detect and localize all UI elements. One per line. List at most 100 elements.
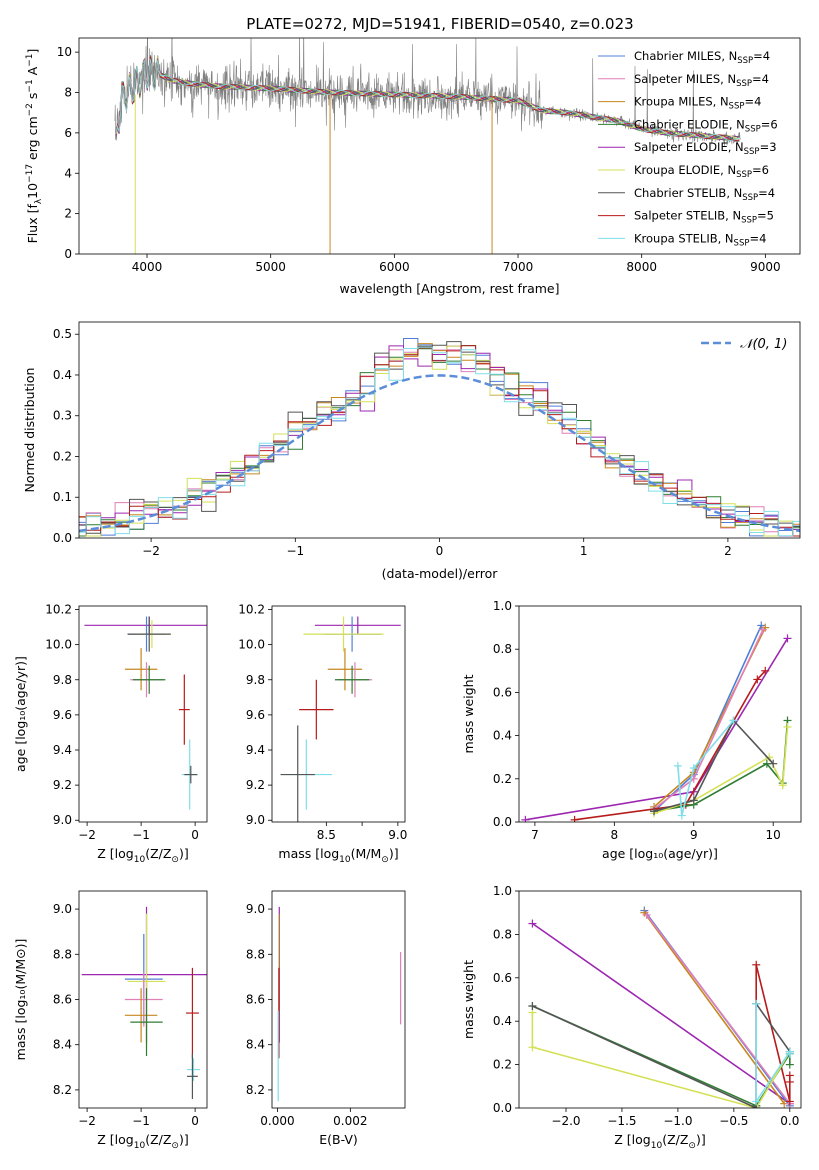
legend-label: Chabrier ELODIE, NSSP=6 — [634, 117, 778, 134]
errorbars — [84, 616, 207, 810]
weight-marker — [753, 675, 762, 684]
y-tick-label: 0.8 — [493, 642, 512, 656]
x-axis-label: mass [log10(M/M⊙)] — [278, 846, 398, 865]
x-axis-label: Z [log10(Z/Z⊙)] — [614, 1132, 705, 1151]
y-axis-label: Flux [fλ10−17 erg cm−2 s−1 A−1] — [25, 49, 44, 244]
y-tick-label: 9.0 — [53, 902, 72, 916]
weight-marker — [785, 1060, 794, 1069]
errorbars — [81, 906, 207, 1099]
legend-label: Kroupa STELIB, NSSP=4 — [634, 231, 766, 248]
weight-series-8 — [755, 1003, 791, 1105]
y-tick-label: 10.2 — [238, 603, 265, 617]
weight-marker — [729, 716, 738, 725]
errorbar-point — [127, 616, 171, 652]
weight-series-7 — [653, 719, 774, 812]
x-tick-label: 0.000 — [260, 1114, 294, 1128]
x-tick-label: 0 — [436, 544, 444, 558]
errorbar-point — [327, 648, 363, 691]
y-axis-label: age [log₁₀(age/yr)] — [13, 656, 28, 772]
y-tick-label: 10.0 — [45, 638, 72, 652]
weight-series-2 — [643, 912, 785, 1105]
errorbar-point — [303, 616, 384, 652]
y-tick-label: 1.0 — [493, 884, 512, 898]
y-tick-label: 0.4 — [53, 368, 72, 382]
axes-residuals: −2 −1 0 1 2 0.0 0.1 0.2 0.3 0.4 0.5 (data-model)/er… — [22, 321, 801, 581]
y-tick-label: 0.0 — [53, 531, 72, 545]
y-axis-label: Normed distribution — [22, 368, 37, 493]
x-tick-label: 1 — [580, 544, 588, 558]
y-tick-label: 4 — [64, 166, 72, 180]
x-tick-label: 9.0 — [388, 828, 407, 842]
weight-series-0 — [525, 637, 789, 821]
spectrum-model-8 — [115, 58, 740, 141]
weight-marker — [521, 815, 530, 822]
legend-label: Chabrier STELIB, NSSP=4 — [634, 186, 775, 203]
axes-frame — [271, 605, 406, 823]
weight-marker — [650, 807, 659, 816]
x-axis-label: wavelength [Angstrom, rest frame] — [339, 281, 559, 296]
x-tick-label: −2 — [78, 1114, 96, 1128]
y-axis-label: mass [log₁₀(M/M⊙)] — [13, 939, 28, 1061]
y-tick-label: 0.0 — [493, 815, 512, 829]
axes-frame — [78, 321, 801, 539]
y-tick-label: 8.8 — [53, 947, 72, 961]
x-tick-label: −0.5 — [719, 1114, 748, 1128]
weight-marker — [528, 1002, 537, 1011]
histograms — [79, 338, 800, 537]
errorbar-point — [184, 765, 198, 784]
x-tick-label: 8 — [611, 828, 619, 842]
y-tick-label: 9.6 — [246, 708, 265, 722]
y-tick-label: 8.2 — [53, 1083, 72, 1097]
spectrum-model-7 — [115, 56, 740, 142]
x-tick-label: 0 — [191, 828, 199, 842]
x-tick-label: 6000 — [379, 260, 410, 274]
axes-age-vs-Z: −2 −1 0 9.0 9.2 9.4 9.6 9.8 10.0 10.2 Z [log10(Z/Z… — [13, 603, 208, 865]
y-tick-label: 8.4 — [246, 1038, 265, 1052]
y-tick-label: 0.2 — [493, 772, 512, 786]
weight-marker — [570, 815, 579, 822]
weight-marker — [752, 999, 761, 1008]
y-tick-label: 0.5 — [53, 327, 72, 341]
x-tick-label: 4000 — [132, 260, 163, 274]
x-axis-label: Z [log10(Z/Z⊙)] — [97, 1132, 188, 1151]
x-tick-label: 9 — [690, 828, 698, 842]
x-tick-label: 7 — [531, 828, 539, 842]
errorbar-point — [133, 665, 166, 694]
errorbar-point — [178, 674, 190, 745]
y-tick-label: 0.2 — [493, 1058, 512, 1072]
x-axis-label: E(B-V) — [319, 1132, 358, 1147]
x-tick-label: −2.0 — [551, 1114, 580, 1128]
errorbar-point — [124, 648, 158, 691]
y-tick-label: 9.2 — [246, 778, 265, 792]
y-tick-label: 0.0 — [493, 1101, 512, 1115]
weight-marker — [528, 919, 537, 928]
y-tick-label: 9.0 — [246, 813, 265, 827]
weight-marker — [757, 621, 766, 630]
weight-series-5 — [532, 1005, 791, 1107]
y-tick-label: 10.2 — [45, 603, 72, 617]
gaussian-curve — [79, 374, 800, 533]
weight-marker — [689, 796, 698, 805]
errorbar-point — [314, 616, 401, 635]
x-tick-label: 5000 — [255, 260, 286, 274]
x-tick-label: −2 — [78, 828, 96, 842]
x-tick-label: 2 — [724, 544, 732, 558]
axes-weight-vs-age: 7 8 9 10 0.0 0.2 0.4 0.6 0.8 1.0 age [log₁₀(age/yr… — [461, 599, 802, 861]
y-axis-label: mass weight — [461, 674, 476, 753]
x-tick-label: 0.002 — [333, 1114, 367, 1128]
y-tick-label: 0.1 — [53, 490, 72, 504]
legend-label: Kroupa ELODIE, NSSP=6 — [634, 163, 769, 180]
errorbar-point — [185, 967, 199, 1059]
y-tick-label: 8.4 — [53, 1038, 72, 1052]
y-tick-label: 8.8 — [246, 947, 265, 961]
y-tick-label: 0.2 — [53, 449, 72, 463]
errorbar-point — [130, 988, 163, 1057]
x-tick-label: 0.0 — [780, 1114, 799, 1128]
y-tick-label: 0.6 — [493, 971, 512, 985]
axes-spectrum: 4000 5000 6000 7000 8000 9000 0 2 4 6 8 10 wavelengt… — [25, 37, 801, 296]
x-tick-label: 8.5 — [317, 828, 336, 842]
y-tick-label: 9.4 — [53, 743, 72, 757]
x-axis-label: (data-model)/error — [382, 566, 499, 581]
y-tick-label: 0.3 — [53, 409, 72, 423]
